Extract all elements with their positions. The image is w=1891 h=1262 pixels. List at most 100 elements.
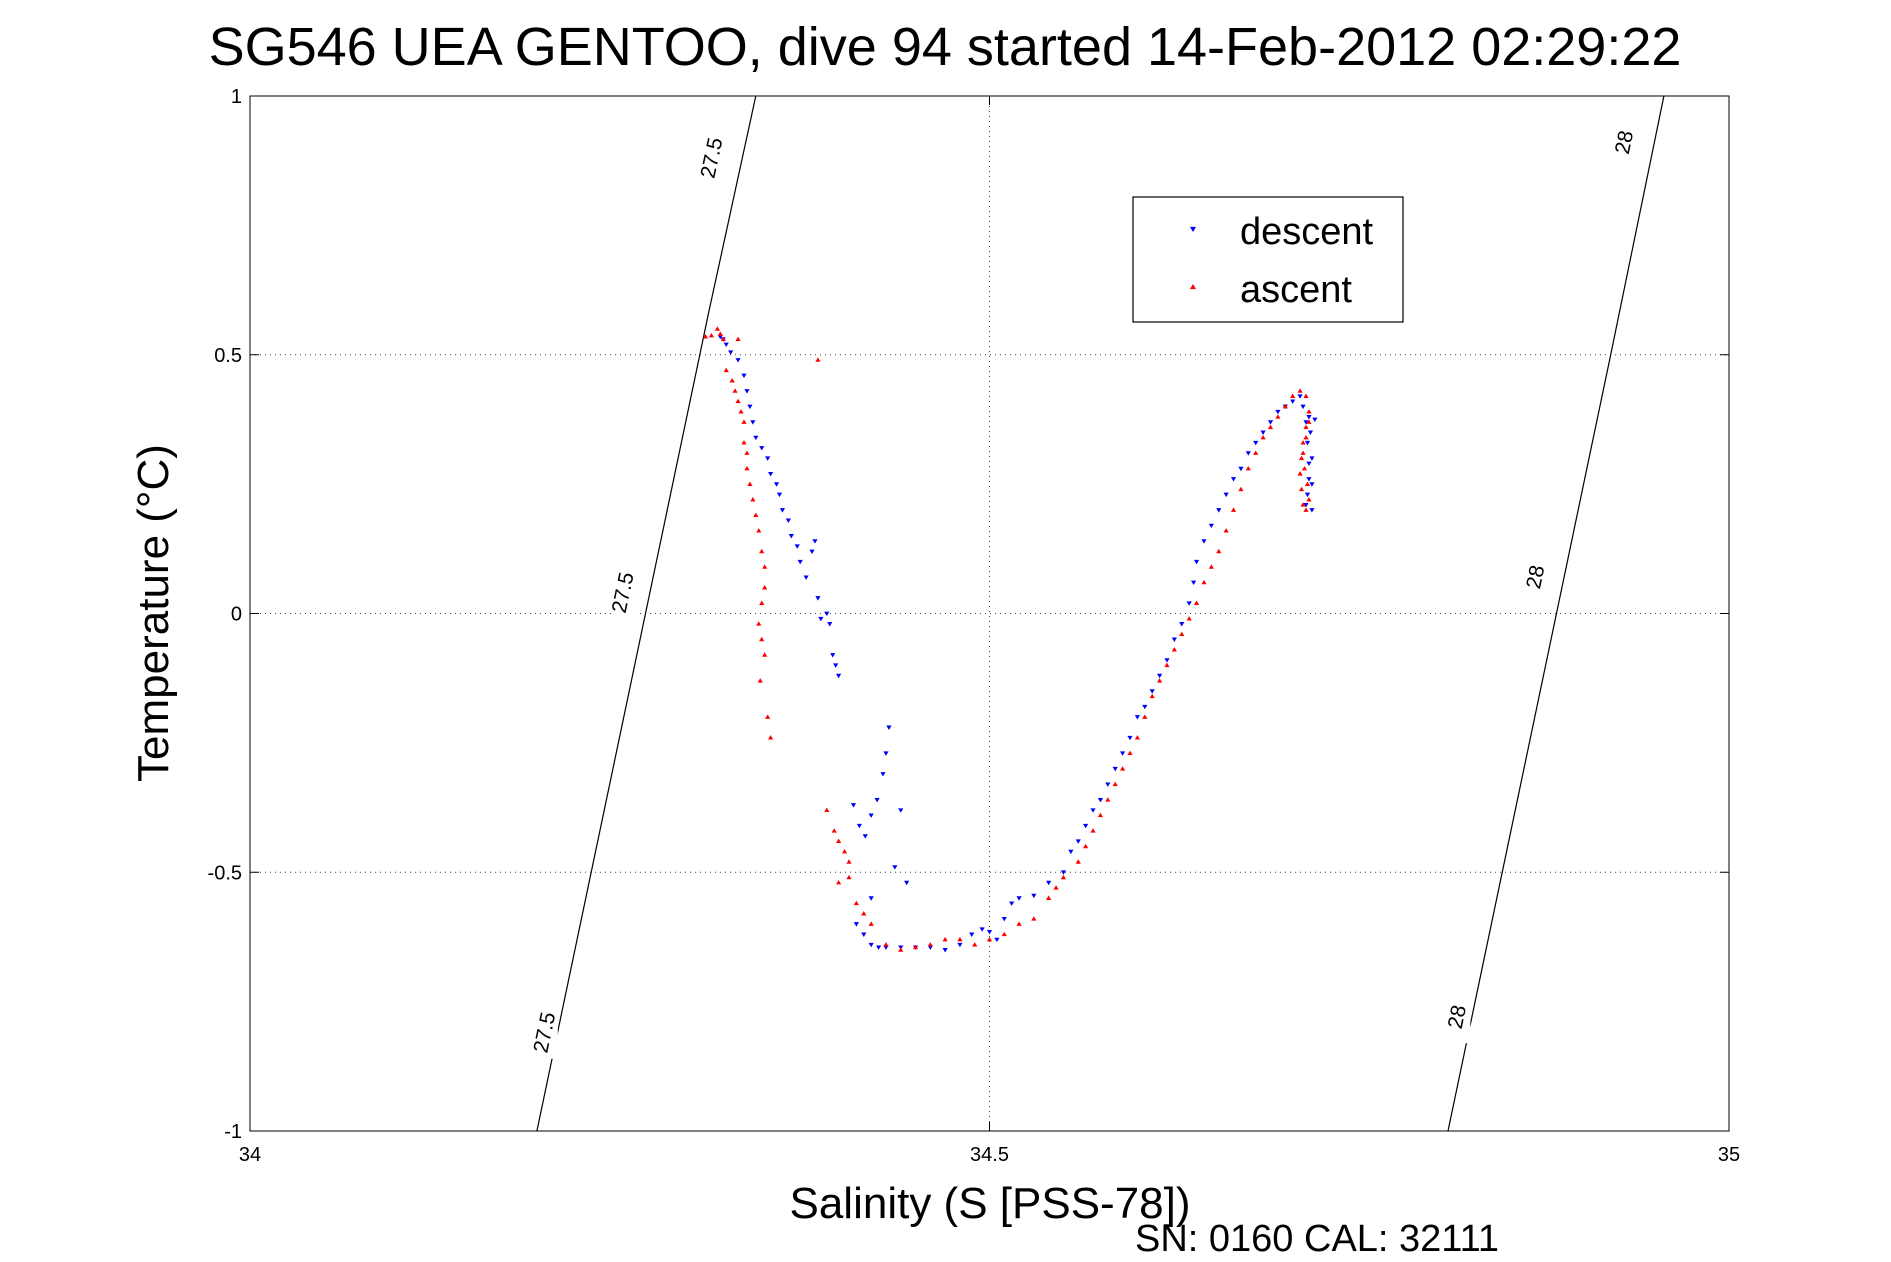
descent-point (827, 622, 833, 627)
ascent-point (1075, 859, 1081, 864)
ascent-point (756, 528, 762, 533)
ascent-point (1201, 579, 1207, 585)
ascent-point (759, 636, 765, 642)
descent-point (833, 663, 839, 668)
descent-point (1309, 482, 1315, 487)
ascent-point (1301, 466, 1308, 471)
ascent-point (1134, 735, 1140, 740)
y-tick-label: 0 (231, 604, 242, 626)
ascent-point (756, 621, 762, 626)
ascent-point (1120, 766, 1126, 771)
ascent-point (1306, 409, 1312, 414)
ascent-point (1223, 528, 1229, 533)
descent-point (1009, 901, 1015, 906)
descent-point (880, 772, 886, 777)
ascent-point (1112, 781, 1118, 787)
ascent-point (927, 942, 933, 947)
ascent-point (735, 398, 741, 404)
descent-point (1120, 751, 1126, 756)
descent-point (1001, 917, 1007, 922)
ascent-point (762, 652, 768, 657)
x-axis-ticks: 34 34.5 35 (239, 96, 1740, 1166)
ascent-point (1016, 921, 1022, 926)
isopycnal-label-bg (700, 132, 725, 185)
descent-point (1309, 508, 1315, 513)
ascent-point (986, 936, 993, 942)
descent-point (1230, 477, 1237, 482)
descent-point (1304, 492, 1311, 498)
y-axis-label: Temperature (°C) (129, 444, 178, 782)
descent-point (1068, 849, 1074, 855)
y-tick-label: 0.5 (214, 345, 242, 367)
descent-point (785, 518, 791, 523)
descent-point (1075, 839, 1081, 844)
data-points (702, 326, 1318, 953)
descent-point (1134, 715, 1140, 720)
descent-point (874, 797, 880, 803)
ascent-point (1053, 885, 1059, 890)
descent-point (1105, 782, 1111, 787)
descent-point (1223, 492, 1229, 498)
ascent-point (1060, 874, 1067, 880)
descent-point (1303, 503, 1309, 508)
ascent-point (1260, 434, 1266, 440)
ascent-point (720, 336, 726, 342)
ascent-point (853, 900, 859, 906)
descent-point (753, 435, 759, 441)
descent-point (1060, 870, 1067, 875)
ascent-point (1282, 403, 1288, 409)
ascent-point (898, 947, 904, 952)
descent-point (904, 880, 910, 886)
ascent-point (1253, 450, 1259, 455)
isopycnal-line (1447, 95, 1665, 1132)
ascent-point (741, 440, 747, 445)
chart-title: SG546 UEA GENTOO, dive 94 started 14-Feb… (209, 17, 1682, 77)
descent-point (812, 539, 818, 544)
y-tick-label: -0.5 (208, 862, 242, 884)
ascent-point (738, 409, 744, 414)
ascent-point (1083, 843, 1089, 849)
ascent-point (1179, 631, 1185, 637)
ascent-point (729, 378, 735, 383)
ascent-point (1031, 916, 1037, 921)
ascent-point (1303, 434, 1309, 440)
ascent-point (753, 512, 759, 517)
ascent-point (741, 419, 747, 424)
ascent-point (1164, 662, 1170, 668)
descent-point (1193, 559, 1200, 565)
descent-point (886, 725, 892, 730)
legend-ascent-marker-shape (1190, 284, 1196, 290)
descent-point (1267, 420, 1274, 425)
descent-point (892, 865, 898, 870)
ascent-point (1275, 414, 1281, 419)
ascent-point (831, 828, 837, 833)
descent-point (1306, 415, 1312, 420)
ascent-point (1290, 393, 1296, 398)
ascent-point (765, 714, 771, 719)
descent-point (1304, 440, 1311, 446)
ascent-point (768, 735, 774, 740)
ascent-point (868, 921, 874, 926)
plot-area (249, 95, 1730, 1132)
ascent-point (1298, 455, 1305, 461)
isopycnal-label-bg (1613, 116, 1638, 169)
descent-point (830, 653, 836, 658)
descent-point (927, 945, 933, 950)
ascent-point (759, 600, 765, 605)
ascent-point (1142, 714, 1148, 719)
ascent-point (1208, 564, 1214, 569)
descent-point (1179, 622, 1185, 627)
descent-point (1112, 766, 1118, 772)
ascent-point (1298, 486, 1305, 492)
legend-marker-descent (1190, 226, 1196, 232)
descent-point (868, 813, 874, 818)
descent-point (1142, 704, 1148, 710)
ascent-point (836, 838, 842, 844)
y-tick-label: 1 (231, 86, 242, 108)
descent-point (1306, 477, 1312, 482)
x-tick-label: 34.5 (970, 1144, 1009, 1166)
descent-point (1312, 417, 1318, 423)
ascent-point (1097, 812, 1104, 818)
descent-point (765, 456, 771, 461)
